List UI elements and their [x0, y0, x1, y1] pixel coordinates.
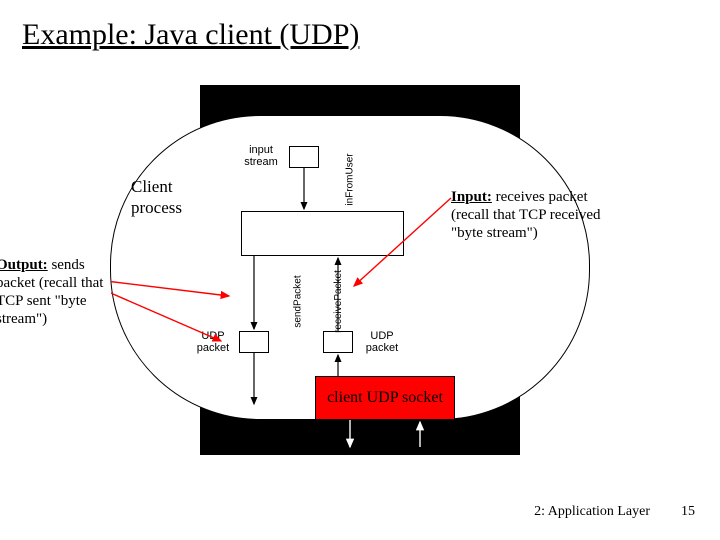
in-from-user-text: inFromUser: [345, 153, 356, 205]
send-packet-box: [239, 331, 269, 353]
diagram-black-area: Client process Output: sends packet (rec…: [200, 85, 520, 455]
input-note-bold: Input:: [451, 189, 492, 205]
in-from-user-label: inFromUser: [324, 156, 338, 216]
footer-chapter: 2: Application Layer: [534, 504, 650, 520]
receive-packet-box: [323, 331, 353, 353]
udp-pr-l2: packet: [366, 342, 398, 354]
udp-pr-l1: UDP: [370, 330, 393, 342]
receive-packet-label: receivePacket: [307, 276, 321, 287]
client-udp-socket-box: client UDP socket: [315, 376, 455, 420]
client-process-label: Client process: [131, 176, 182, 219]
input-stream-box: [289, 146, 319, 168]
udp-packet-left-label: UDP packet: [191, 330, 235, 354]
client-udp-socket-text: client UDP socket: [327, 389, 443, 407]
process-core-box: [241, 211, 404, 256]
udp-pl-l2: packet: [197, 342, 229, 354]
slide: Example: Java client (UDP) Client proces…: [0, 0, 720, 540]
udp-pl-l1: UDP: [201, 330, 224, 342]
send-packet-text: sendPacket: [293, 275, 304, 327]
output-note: Output: sends packet (recall that TCP se…: [0, 256, 126, 328]
output-note-bold: Output:: [0, 257, 48, 273]
diagram-process-panel: Client process Output: sends packet (rec…: [110, 115, 590, 420]
footer-page: 15: [681, 504, 695, 520]
slide-title: Example: Java client (UDP): [22, 18, 359, 52]
udp-packet-right-label: UDP packet: [360, 330, 404, 354]
input-stream-l1: input: [249, 144, 273, 156]
input-stream-label: input stream: [239, 144, 283, 168]
input-stream-l2: stream: [244, 156, 278, 168]
input-note: Input: receives packet (recall that TCP …: [451, 188, 611, 242]
receive-packet-text: receivePacket: [333, 270, 344, 333]
send-packet-label: sendPacket: [272, 276, 286, 287]
client-process-line2: process: [131, 198, 182, 217]
client-process-line1: Client: [131, 177, 173, 196]
